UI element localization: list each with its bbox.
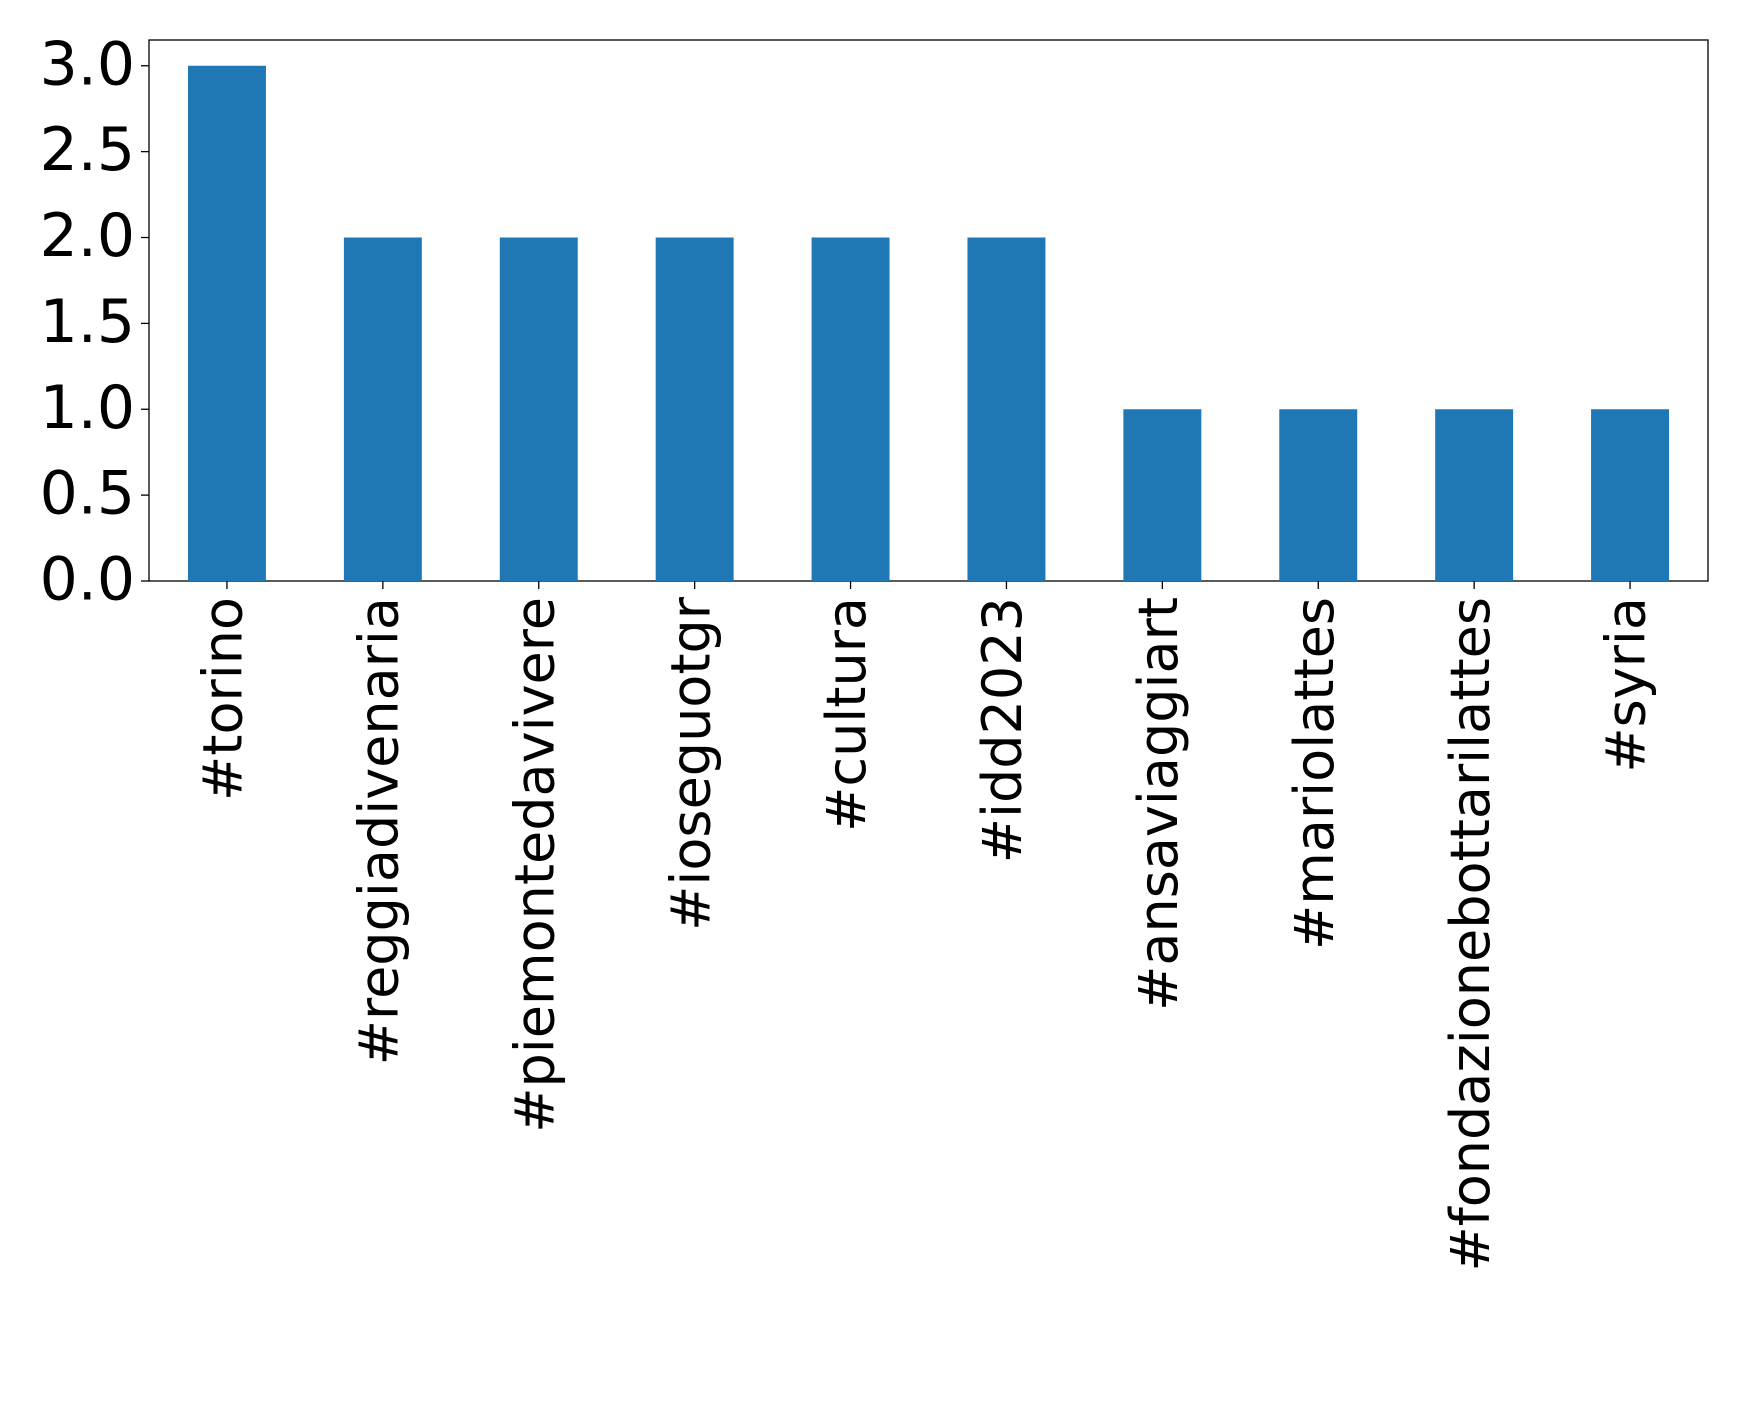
x-tick-label: #cultura [815,597,878,832]
y-tick-label: 1.5 [40,287,135,357]
x-tick-label: #mariolattes [1283,597,1346,950]
bar [1123,409,1202,581]
x-tick-label: #idd2023 [971,597,1034,863]
bar [1435,409,1514,581]
bar [343,237,422,581]
x-tick-label: #torino [192,597,255,801]
bar [499,237,578,581]
bar [655,237,734,581]
x-tick-label: #ansaviaggiart [1127,597,1190,1011]
bar [1279,409,1358,581]
y-tick-label: 3.0 [40,29,135,99]
plot-frame [148,39,1709,582]
x-tick-label: #syria [1595,597,1658,773]
x-tick-label: #fondazionebottarilattes [1439,597,1502,1271]
y-tick-label: 2.0 [40,201,135,271]
bar [967,237,1046,581]
y-tick-label: 2.5 [40,115,135,185]
bar [811,237,890,581]
y-tick-label: 0.0 [40,545,135,615]
bar [187,65,266,581]
y-tick-label: 1.0 [40,373,135,443]
x-tick-label: #ioseguotgr [659,596,722,931]
x-tick-label: #piemontedavivere [503,597,566,1133]
x-tick-label: #reggiadivenaria [347,597,410,1065]
bar [1591,409,1670,581]
y-tick-label: 0.5 [40,459,135,529]
